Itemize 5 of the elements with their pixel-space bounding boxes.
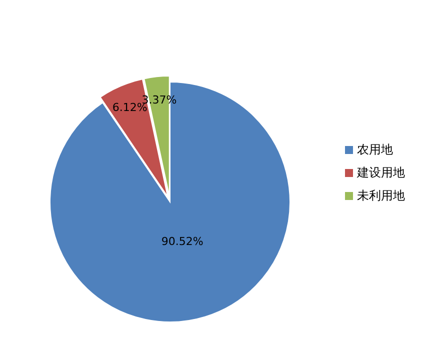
legend-label: 建设用地 xyxy=(356,165,405,180)
legend-label: 农用地 xyxy=(357,142,393,156)
legend-label: 未利用地 xyxy=(357,188,405,202)
data-label: 90.52% xyxy=(161,235,204,248)
data-label: 6.12% xyxy=(112,101,148,114)
